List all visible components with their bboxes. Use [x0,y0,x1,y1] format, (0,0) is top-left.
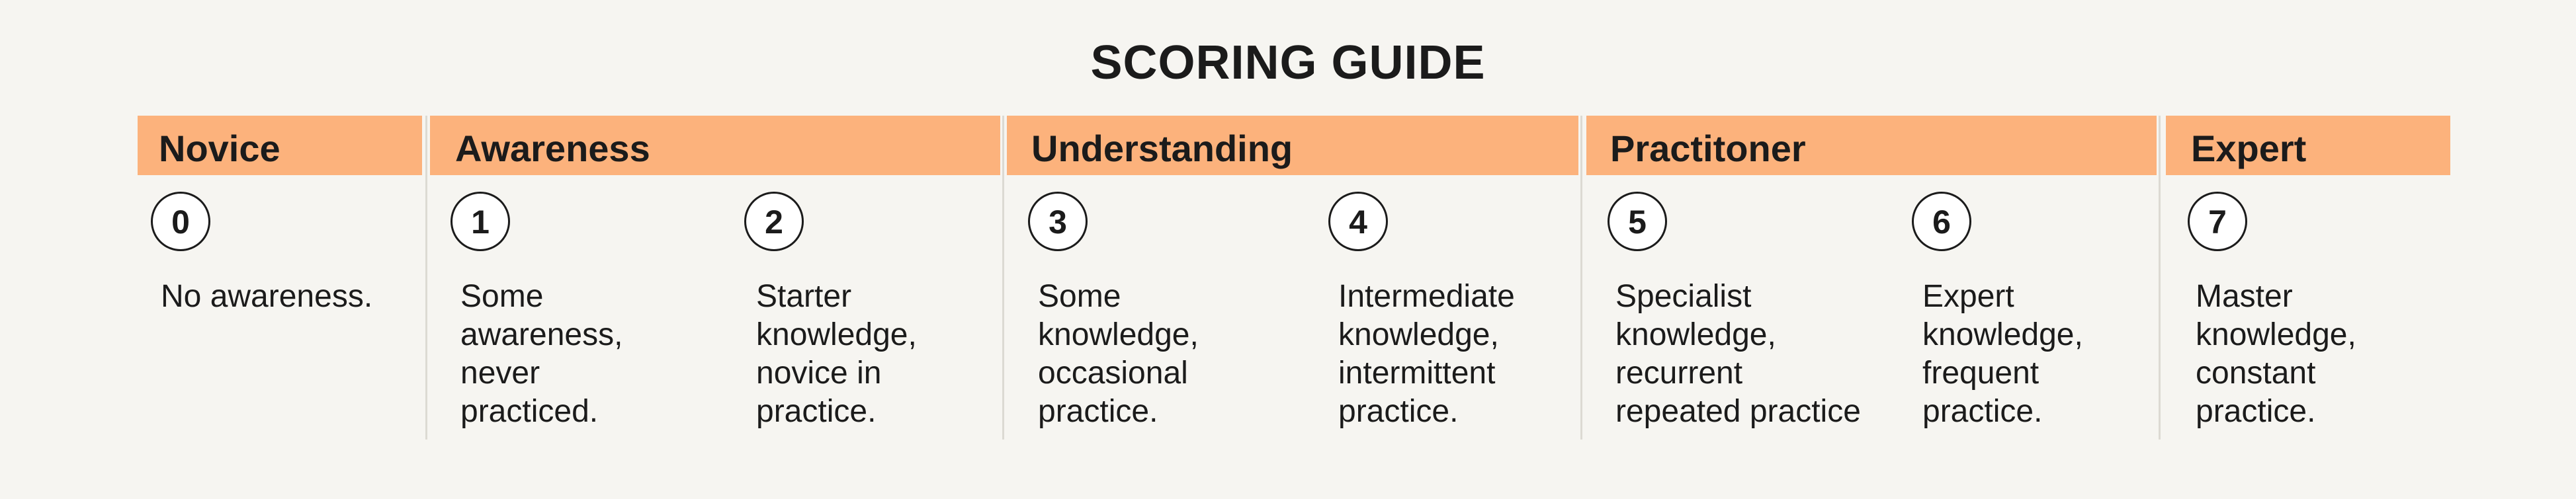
group-expert: Expert 7 Master knowledge, constant prac… [2166,116,2450,440]
group-novice: Novice 0 No awareness. [138,116,422,440]
description-line: knowledge, [756,317,917,352]
description-line: knowledge, [1038,317,1199,352]
level-description: Expert knowledge, frequent practice. [1922,278,2083,431]
description-line: Starter [756,279,852,314]
level-number: 1 [451,192,510,251]
level-description: Intermediate knowledge, intermittent pra… [1338,278,1515,431]
group-header: Awareness [430,116,1000,175]
description-line: Intermediate [1338,279,1515,314]
level-number: 3 [1028,192,1088,251]
description-line: Some [1038,279,1121,314]
description-line: Specialist [1615,279,1752,314]
level-number: 4 [1328,192,1388,251]
description-line: knowledge, [1338,317,1499,352]
description-line: novice in [756,356,882,391]
level-description: Specialist knowledge, recurrent repeated… [1615,278,1861,431]
page-title: SCORING GUIDE [1090,36,1486,89]
group-header: Practitoner [1586,116,2157,175]
level-number: 5 [1608,192,1667,251]
description-line: never [460,356,540,391]
group-header: Novice [138,116,422,175]
description-line: intermittent [1338,356,1496,391]
description-line: awareness, [460,317,623,352]
group-awareness: Awareness 1 Some awareness, never practi… [430,116,1000,440]
divider [2159,116,2161,440]
divider [425,116,427,440]
group-practitoner: Practitoner 5 Specialist knowledge, recu… [1586,116,2157,440]
divider [1002,116,1004,440]
description-line: frequent [1922,356,2039,391]
group-header: Understanding [1007,116,1578,175]
description-line: practice. [2196,394,2316,429]
description-line: knowledge, [2196,317,2356,352]
group-header: Expert [2166,116,2450,175]
level-description: Some knowledge, occasional practice. [1038,278,1199,431]
description-line: Some [460,279,544,314]
description-line: knowledge, [1922,317,2083,352]
level-description: No awareness. [161,278,372,316]
divider [1580,116,1582,440]
level-description: Some awareness, never practiced. [460,278,623,431]
level-number: 0 [151,192,210,251]
description-line: practice. [1922,394,2043,429]
description-line: occasional [1038,356,1188,391]
description-line: Master [2196,279,2293,314]
description-line: practiced. [460,394,599,429]
description-line: constant [2196,356,2316,391]
description-line: practice. [1038,394,1158,429]
level-number: 6 [1912,192,1971,251]
description-line: No awareness. [161,279,373,314]
level-number: 2 [744,192,804,251]
description-line: Expert [1922,279,2014,314]
level-number: 7 [2188,192,2247,251]
description-line: knowledge, [1615,317,1776,352]
group-understanding: Understanding 3 Some knowledge, occasion… [1007,116,1578,440]
level-description: Starter knowledge, novice in practice. [756,278,917,431]
description-line: recurrent [1615,356,1743,391]
description-line: practice. [1338,394,1459,429]
level-description: Master knowledge, constant practice. [2196,278,2356,431]
description-line: practice. [756,394,877,429]
description-line: repeated practice [1615,394,1861,429]
